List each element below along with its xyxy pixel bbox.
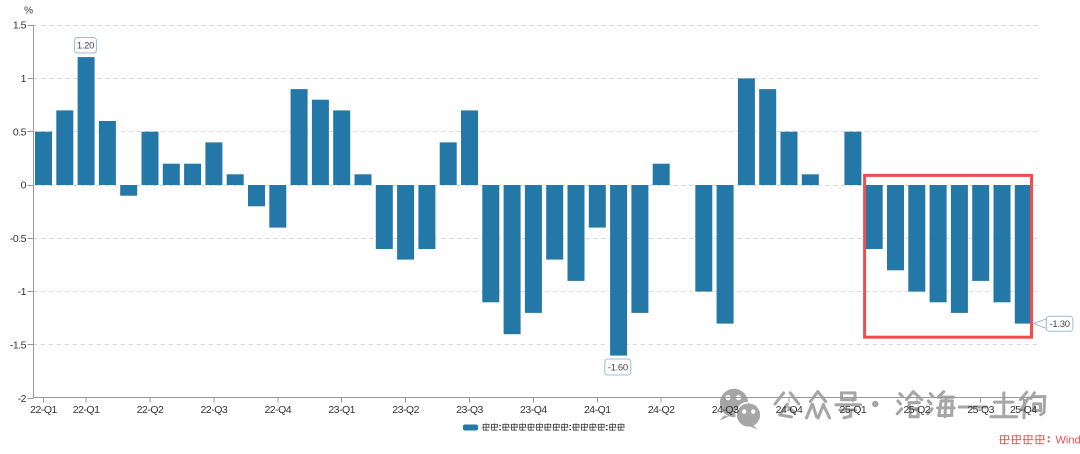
svg-text:22-Q2: 22-Q2 xyxy=(137,404,164,416)
svg-text:24-Q1: 24-Q1 xyxy=(584,404,611,416)
svg-text:25-Q1: 25-Q1 xyxy=(840,404,867,416)
svg-text:-1.60: -1.60 xyxy=(608,362,628,373)
svg-text:22-Q1: 22-Q1 xyxy=(30,404,57,416)
svg-text:24-Q2: 24-Q2 xyxy=(648,404,675,416)
svg-text:-0.5: -0.5 xyxy=(10,233,27,245)
svg-text:-2: -2 xyxy=(18,393,27,405)
svg-text:-1.5: -1.5 xyxy=(10,340,27,352)
svg-text:0.5: 0.5 xyxy=(13,126,27,138)
svg-text:23-Q1: 23-Q1 xyxy=(328,404,355,416)
svg-text:25-Q4: 25-Q4 xyxy=(1010,404,1037,416)
svg-text:23-Q4: 23-Q4 xyxy=(520,404,547,416)
svg-text:1.5: 1.5 xyxy=(13,20,27,32)
svg-text:1.20: 1.20 xyxy=(77,41,94,52)
svg-text:22-Q3: 22-Q3 xyxy=(201,404,228,416)
svg-text:%: % xyxy=(24,6,33,17)
svg-text:1: 1 xyxy=(21,73,27,85)
svg-text:25-Q2: 25-Q2 xyxy=(903,404,930,416)
svg-text:22-Q1: 22-Q1 xyxy=(73,404,100,416)
svg-text:0: 0 xyxy=(21,180,27,192)
svg-text:-1: -1 xyxy=(18,286,27,298)
svg-text:22-Q4: 22-Q4 xyxy=(264,404,291,416)
svg-text:24-Q4: 24-Q4 xyxy=(776,404,803,416)
svg-text:24-Q3: 24-Q3 xyxy=(712,404,739,416)
svg-text:-1.30: -1.30 xyxy=(1050,319,1070,330)
svg-text:25-Q3: 25-Q3 xyxy=(967,404,994,416)
svg-text:Wind: Wind xyxy=(1056,435,1080,447)
svg-text:23-Q3: 23-Q3 xyxy=(456,404,483,416)
svg-text:23-Q2: 23-Q2 xyxy=(392,404,419,416)
